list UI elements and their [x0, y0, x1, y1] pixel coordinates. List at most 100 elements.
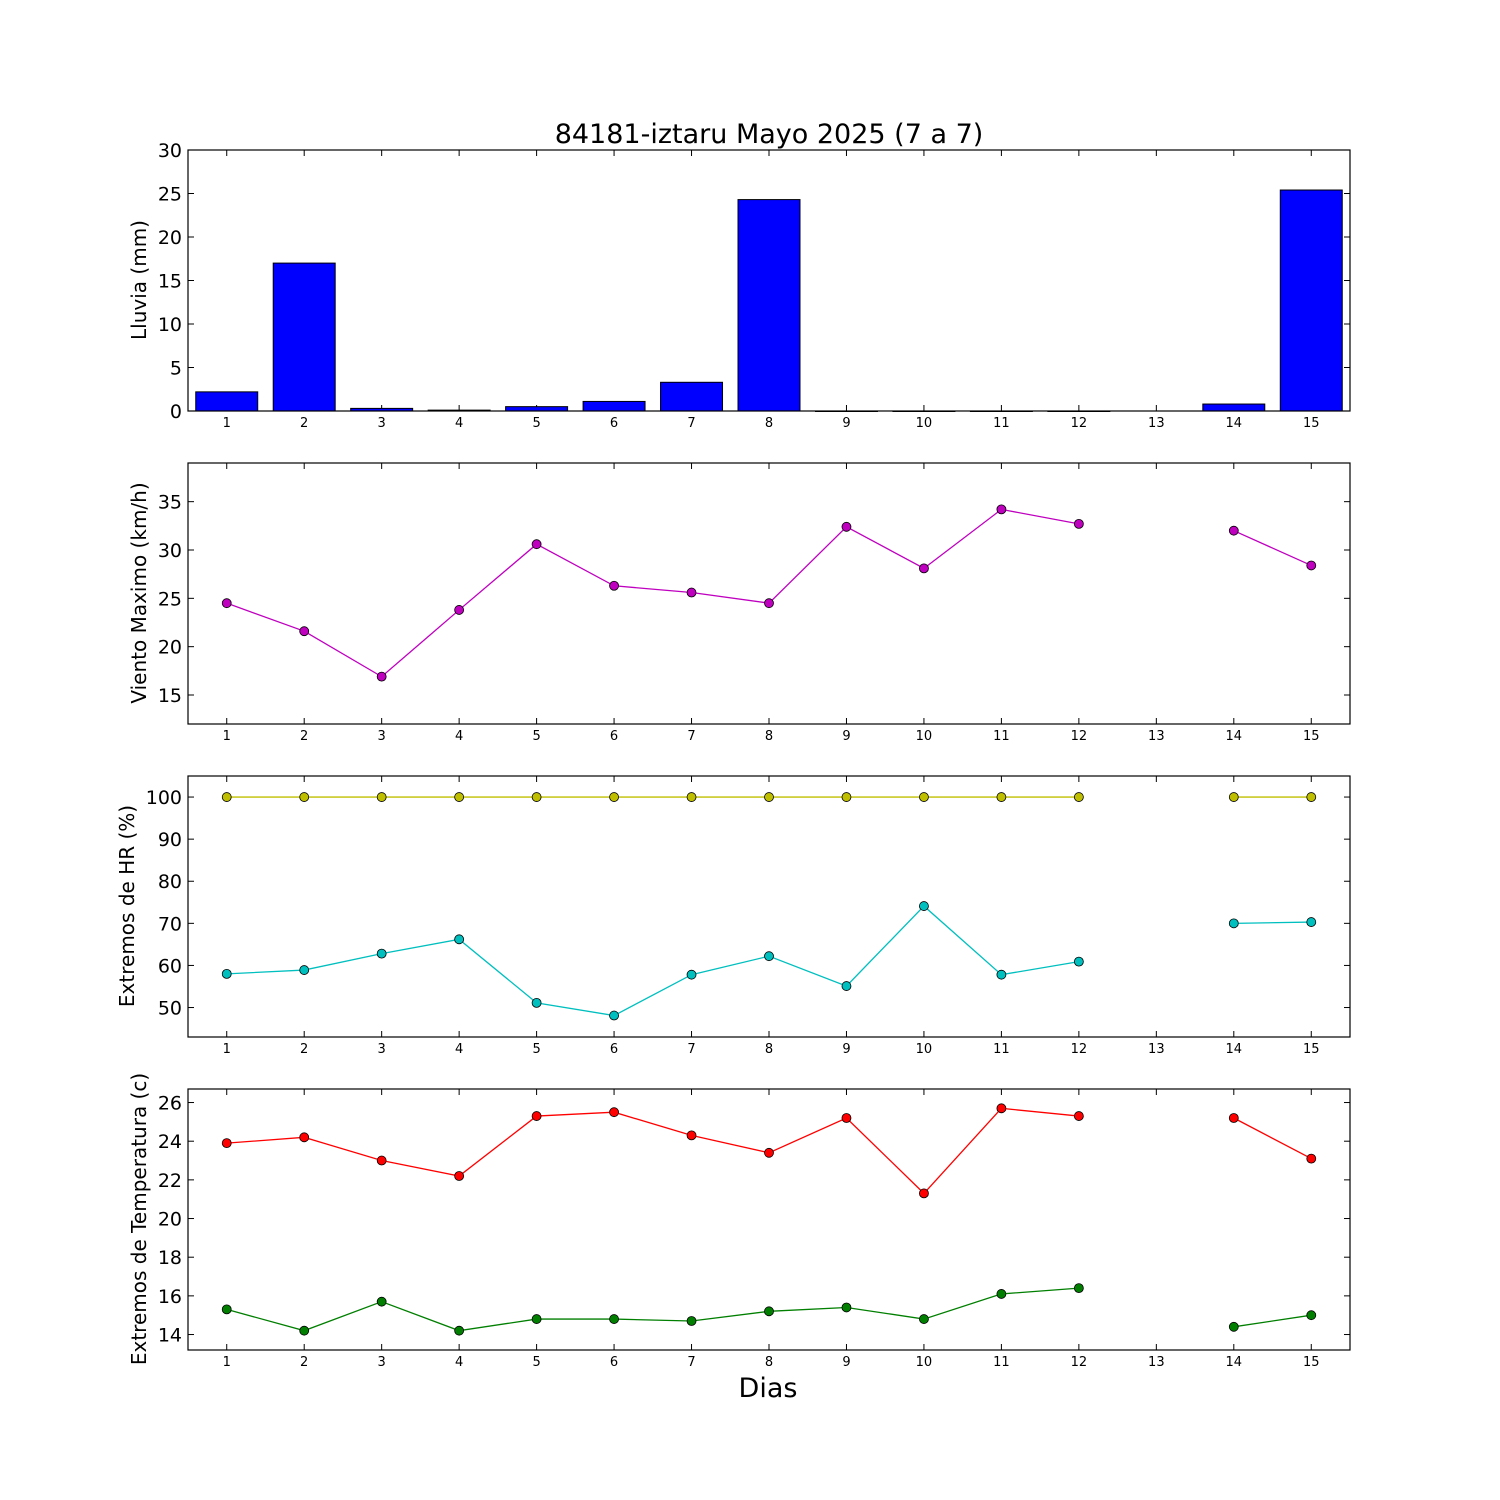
rain-ytick-label: 10	[158, 314, 182, 336]
humidity-series-1-point-2	[299, 965, 310, 975]
humidity-series-1-point-3	[376, 948, 387, 959]
rain-ytick-label: 30	[158, 140, 182, 162]
temperature-xtick-label: 12	[1071, 1355, 1088, 1370]
rain-xtick-label: 1	[223, 416, 231, 431]
rain-bar-5	[505, 406, 569, 412]
temperature-xtick-label: 13	[1148, 1355, 1165, 1370]
humidity-xtick-label: 11	[993, 1042, 1010, 1057]
temperature-ytick-label: 20	[158, 1209, 182, 1231]
temperature-series-1-point-3	[376, 1296, 387, 1307]
temperature-series-1-point-6	[609, 1314, 619, 1324]
temperature-xtick-label: 1	[223, 1355, 231, 1370]
humidity-series-0-point-15	[1306, 792, 1317, 802]
humidity-xtick-label: 1	[223, 1042, 231, 1057]
temperature-series-1-line-1	[1233, 1314, 1312, 1328]
humidity-series-1-point-7	[686, 969, 697, 980]
temperature-xtick-label: 9	[842, 1355, 850, 1370]
humidity-ytick-label: 60	[158, 955, 182, 977]
wind-series-0-point-8	[764, 598, 774, 609]
humidity-series-0-point-4	[454, 792, 465, 802]
wind-series-0-point-2	[299, 626, 310, 637]
rain-xtick-label: 12	[1071, 416, 1088, 431]
wind-series-0-point-12	[1073, 519, 1084, 529]
humidity-series-0-point-3	[376, 792, 387, 802]
rain-ylabel: Lluvia (mm)	[127, 220, 151, 340]
humidity-ylabel: Extremos de HR (%)	[115, 805, 139, 1007]
temperature-series-0-point-7	[686, 1130, 697, 1141]
temperature-xtick-label: 7	[687, 1355, 695, 1370]
wind-series-0-point-7	[686, 587, 697, 598]
temperature-xtick-label: 10	[916, 1355, 933, 1370]
humidity-series-1-point-8	[764, 951, 774, 962]
temperature-xtick-label: 8	[765, 1355, 773, 1370]
rain-xtick-label: 11	[993, 416, 1010, 431]
wind-series-0-point-9	[841, 521, 852, 532]
wind-xtick-label: 2	[300, 729, 308, 744]
wind-series-0-point-10	[919, 563, 929, 574]
humidity-xtick-label: 12	[1071, 1042, 1088, 1057]
temperature-series-1-point-9	[841, 1302, 852, 1313]
figure-title: 84181-iztaru Mayo 2025 (7 a 7)	[555, 119, 984, 150]
wind-xtick-label: 15	[1303, 729, 1320, 744]
humidity-xtick-label: 10	[916, 1042, 933, 1057]
humidity-ytick-label: 70	[158, 913, 182, 935]
wind-xtick-label: 6	[610, 729, 618, 744]
rain-bar-15	[1279, 189, 1343, 412]
humidity-ytick-label: 50	[158, 998, 182, 1020]
temperature-series-0-point-11	[996, 1103, 1007, 1114]
humidity-xtick-label: 8	[765, 1042, 773, 1057]
temperature-series-0-line-0	[226, 1107, 1079, 1195]
wind-series-0-point-15	[1306, 560, 1317, 571]
temperature-series-0-point-8	[764, 1147, 774, 1158]
wind-ytick-label: 15	[158, 685, 182, 707]
temperature-series-1-point-5	[531, 1314, 542, 1324]
wind-xtick-label: 7	[687, 729, 695, 744]
humidity-series-0-point-9	[841, 792, 852, 802]
temperature-series-1-point-1	[221, 1304, 232, 1315]
humidity-series-0-point-6	[609, 792, 619, 802]
temperature-xtick-label: 6	[610, 1355, 618, 1370]
temperature-panel: Extremos de Temperatura (c) 141618202224…	[127, 1073, 1351, 1370]
temperature-series-1-point-15	[1306, 1310, 1317, 1321]
rain-bar-7	[660, 381, 724, 412]
temperature-series-1-point-11	[996, 1289, 1007, 1299]
wind-xtick-label: 13	[1148, 729, 1165, 744]
wind-ylabel: Viento Maximo (km/h)	[127, 482, 151, 703]
temperature-series-1-point-12	[1073, 1283, 1084, 1294]
temperature-series-0-point-6	[609, 1107, 619, 1118]
temperature-xtick-label: 4	[455, 1355, 463, 1370]
humidity-series-1-line-1	[1233, 921, 1312, 924]
wind-ytick-label: 25	[158, 588, 182, 610]
wind-series-0-point-11	[996, 504, 1007, 515]
rain-ytick-label: 5	[170, 358, 182, 380]
rain-xtick-label: 15	[1303, 416, 1320, 431]
temperature-series-0-point-10	[919, 1188, 929, 1199]
rain-axes-frame	[187, 149, 1351, 412]
wind-series-0-point-4	[454, 605, 465, 615]
rain-xtick-label: 7	[687, 416, 695, 431]
humidity-xtick-label: 13	[1148, 1042, 1165, 1057]
rain-bar-1	[195, 391, 259, 412]
humidity-ytick-label: 80	[158, 871, 182, 893]
rain-bar-6	[582, 400, 646, 412]
wind-xtick-label: 11	[993, 729, 1010, 744]
temperature-series-1-point-2	[299, 1325, 310, 1336]
humidity-axes-frame	[187, 775, 1351, 1038]
wind-xtick-label: 1	[223, 729, 231, 744]
humidity-xtick-label: 3	[378, 1042, 386, 1057]
humidity-series-1-point-10	[919, 901, 929, 911]
wind-xtick-label: 14	[1226, 729, 1243, 744]
rain-xtick-label: 9	[842, 416, 850, 431]
temperature-series-1-point-14	[1228, 1321, 1239, 1332]
wind-series-0-line-0	[226, 508, 1079, 678]
humidity-xtick-label: 4	[455, 1042, 463, 1057]
temperature-xtick-label: 3	[378, 1355, 386, 1370]
temperature-xtick-label: 15	[1303, 1355, 1320, 1370]
humidity-series-0-point-8	[764, 792, 774, 802]
temperature-series-1-point-4	[454, 1325, 465, 1336]
temperature-series-0-line-1	[1233, 1117, 1312, 1160]
temperature-series-0-point-15	[1306, 1153, 1317, 1164]
wind-xtick-label: 8	[765, 729, 773, 744]
